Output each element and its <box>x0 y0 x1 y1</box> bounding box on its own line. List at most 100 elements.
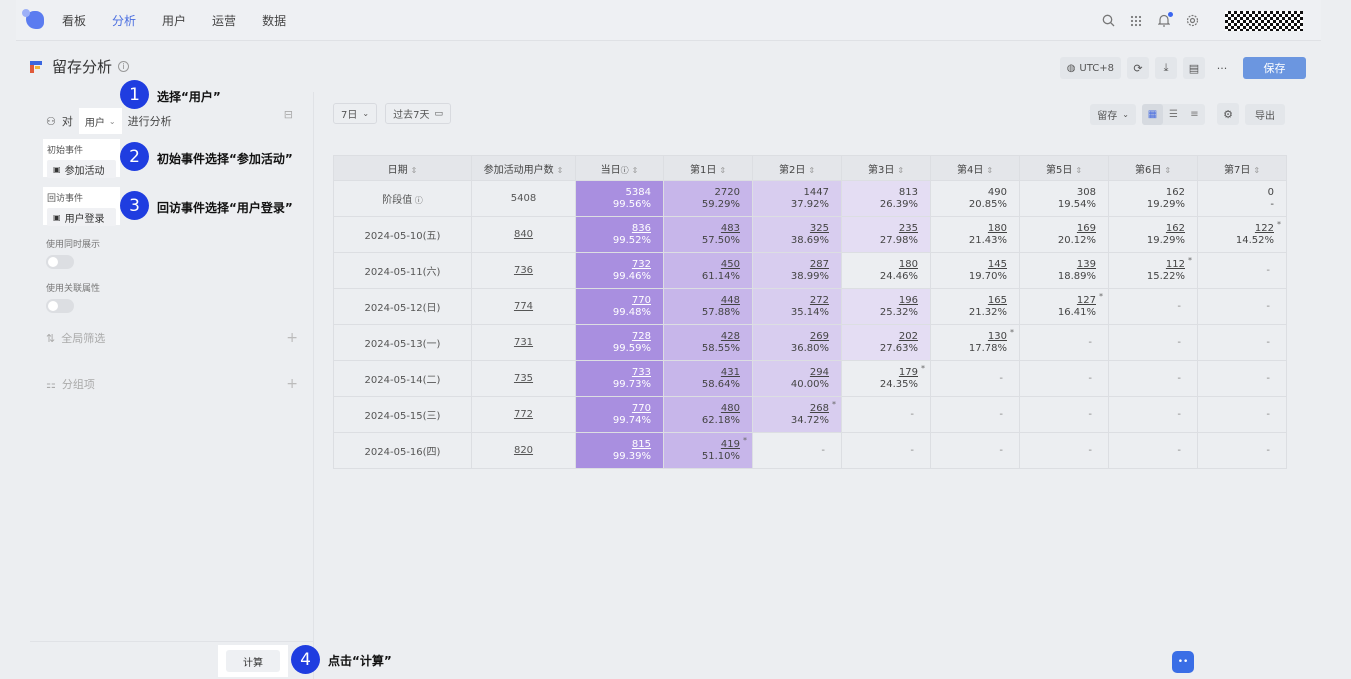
retention-cell[interactable]: 287 38.99% <box>752 252 842 289</box>
retention-cell[interactable]: 268 34.72% * <box>752 396 842 433</box>
initial-event-select[interactable]: ▣ 参加活动 <box>47 160 116 178</box>
sort-icon[interactable]: ⇕ <box>1164 165 1172 175</box>
retention-cell[interactable]: 145 19.70% <box>930 252 1020 289</box>
user-count-cell[interactable]: 735 <box>471 360 576 397</box>
retention-cell[interactable]: 269 36.80% <box>752 324 842 361</box>
list-view-icon[interactable]: ≡ <box>1190 108 1199 120</box>
nav-item-users[interactable]: 用户 <box>162 13 187 28</box>
column-header[interactable]: 第3日 ⇕ <box>841 155 931 181</box>
column-header[interactable]: 当日ⓘ ⇕ <box>575 155 664 181</box>
document-icon[interactable]: ▤ <box>1183 57 1205 79</box>
retention-cell[interactable]: 450 61.14% <box>663 252 753 289</box>
retention-cell[interactable]: 165 21.32% <box>930 288 1020 325</box>
settings-gear-icon[interactable] <box>1185 14 1199 28</box>
retention-cell[interactable]: 139 18.89% <box>1019 252 1109 289</box>
sort-icon[interactable]: ⇕ <box>719 165 727 175</box>
save-button[interactable]: 保存 <box>1243 57 1306 79</box>
more-icon[interactable]: ··· <box>1216 61 1228 75</box>
simultaneous-display-toggle[interactable] <box>46 255 74 269</box>
column-header[interactable]: 参加活动用户数 ⇕ <box>471 155 576 181</box>
download-icon[interactable]: ⤓ <box>1155 57 1177 79</box>
search-icon[interactable] <box>1101 14 1115 28</box>
calculate-button[interactable]: 计算 <box>226 650 280 672</box>
retention-cell[interactable]: 770 99.48% <box>575 288 664 325</box>
retention-cell[interactable]: 294 40.00% <box>752 360 842 397</box>
column-header[interactable]: 第7日 ⇕ <box>1197 155 1287 181</box>
column-header[interactable]: 第4日 ⇕ <box>930 155 1020 181</box>
bookmark-icon[interactable]: ⊟ <box>283 108 293 121</box>
retention-cell[interactable]: 180 24.46% <box>841 252 931 289</box>
retention-cell[interactable]: 480 62.18% <box>663 396 753 433</box>
sort-icon[interactable]: ⇕ <box>986 165 994 175</box>
assistant-bot-icon[interactable]: •• <box>1172 651 1194 673</box>
retention-cell[interactable]: 235 27.98% <box>841 216 931 253</box>
user-count-cell[interactable]: 736 <box>471 252 576 289</box>
retention-cell[interactable]: 419 51.10% * <box>663 432 753 469</box>
nav-item-dashboard[interactable]: 看板 <box>62 13 87 28</box>
timezone-selector[interactable]: ◍ UTC+8 <box>1059 57 1121 79</box>
retention-cell[interactable]: 733 99.73% <box>575 360 664 397</box>
retention-cell[interactable]: 202 27.63% <box>841 324 931 361</box>
user-avatar-qr[interactable] <box>1225 10 1303 31</box>
sort-icon[interactable]: ⇕ <box>631 165 639 175</box>
retention-cell[interactable]: 180 21.43% <box>930 216 1020 253</box>
retention-cell[interactable]: 179 24.35% * <box>841 360 931 397</box>
retention-cell[interactable]: 431 58.64% <box>663 360 753 397</box>
retention-cell[interactable]: 815 99.39% <box>575 432 664 469</box>
group-section[interactable]: ⚏ 分组项 + <box>46 376 298 392</box>
user-count-cell[interactable]: 772 <box>471 396 576 433</box>
sort-icon[interactable]: ⇕ <box>1075 165 1083 175</box>
apps-grid-icon[interactable] <box>1129 14 1143 28</box>
retention-cell[interactable]: 325 38.69% <box>752 216 842 253</box>
column-header[interactable]: 第1日 ⇕ <box>663 155 753 181</box>
retention-cell[interactable]: 196 25.32% <box>841 288 931 325</box>
bar-view-icon[interactable]: ☰ <box>1169 108 1178 120</box>
retention-cell[interactable]: 122 14.52% * <box>1197 216 1287 253</box>
app-logo-icon[interactable] <box>22 9 44 29</box>
metric-select[interactable]: 留存 ⌄ <box>1090 103 1136 125</box>
table-settings-gear-icon[interactable]: ⚙ <box>1217 103 1239 125</box>
bell-icon[interactable] <box>1157 11 1173 28</box>
column-header[interactable]: 第6日 ⇕ <box>1108 155 1198 181</box>
sort-icon[interactable]: ⇕ <box>897 165 905 175</box>
sort-icon[interactable]: ⇕ <box>1253 165 1261 175</box>
retention-cell[interactable]: 732 99.46% <box>575 252 664 289</box>
retention-cell[interactable]: 272 35.14% <box>752 288 842 325</box>
retention-cell[interactable]: 483 57.50% <box>663 216 753 253</box>
subject-select[interactable]: 用户 ⌄ <box>78 108 122 134</box>
retention-cell[interactable]: 770 99.74% <box>575 396 664 433</box>
export-button[interactable]: 导出 <box>1245 103 1285 125</box>
column-header[interactable]: 第5日 ⇕ <box>1019 155 1109 181</box>
user-count-cell[interactable]: 840 <box>471 216 576 253</box>
user-count-cell[interactable]: 731 <box>471 324 576 361</box>
user-count-cell[interactable]: 820 <box>471 432 576 469</box>
return-event-select[interactable]: ▣ 用户登录 <box>47 208 116 226</box>
column-header[interactable]: 日期 ⇕ <box>333 155 472 181</box>
global-filter-section[interactable]: ⇅ 全局筛选 + <box>46 330 298 346</box>
sort-icon[interactable]: ⇕ <box>410 165 418 175</box>
add-filter-icon[interactable]: + <box>286 330 298 346</box>
associated-attribute-toggle[interactable] <box>46 299 74 313</box>
nav-item-analysis[interactable]: 分析 <box>112 13 137 28</box>
sort-icon[interactable]: ⇕ <box>556 165 564 175</box>
retention-cell[interactable]: 169 20.12% <box>1019 216 1109 253</box>
granularity-select[interactable]: 7日 ⌄ <box>333 103 378 124</box>
retention-cell[interactable]: 428 58.55% <box>663 324 753 361</box>
retention-cell[interactable]: 162 19.29% <box>1108 216 1198 253</box>
info-icon[interactable]: i <box>118 61 130 72</box>
retention-cell[interactable]: 130 17.78% * <box>930 324 1020 361</box>
info-icon[interactable]: ⓘ <box>412 196 423 205</box>
column-header[interactable]: 第2日 ⇕ <box>752 155 842 181</box>
info-icon[interactable]: ⓘ <box>620 165 629 175</box>
nav-item-operations[interactable]: 运营 <box>212 13 237 28</box>
retention-cell[interactable]: 112 15.22% * <box>1108 252 1198 289</box>
retention-cell[interactable]: 448 57.88% <box>663 288 753 325</box>
user-count-cell[interactable]: 774 <box>471 288 576 325</box>
retention-cell[interactable]: 127 16.41% * <box>1019 288 1109 325</box>
refresh-icon[interactable]: ⟳ <box>1127 57 1149 79</box>
date-range-select[interactable]: 过去7天 ▭ <box>385 103 451 124</box>
retention-cell[interactable]: 728 99.59% <box>575 324 664 361</box>
table-view-icon[interactable]: ▦ <box>1142 103 1163 125</box>
add-group-icon[interactable]: + <box>286 376 298 392</box>
nav-item-data[interactable]: 数据 <box>262 13 287 28</box>
